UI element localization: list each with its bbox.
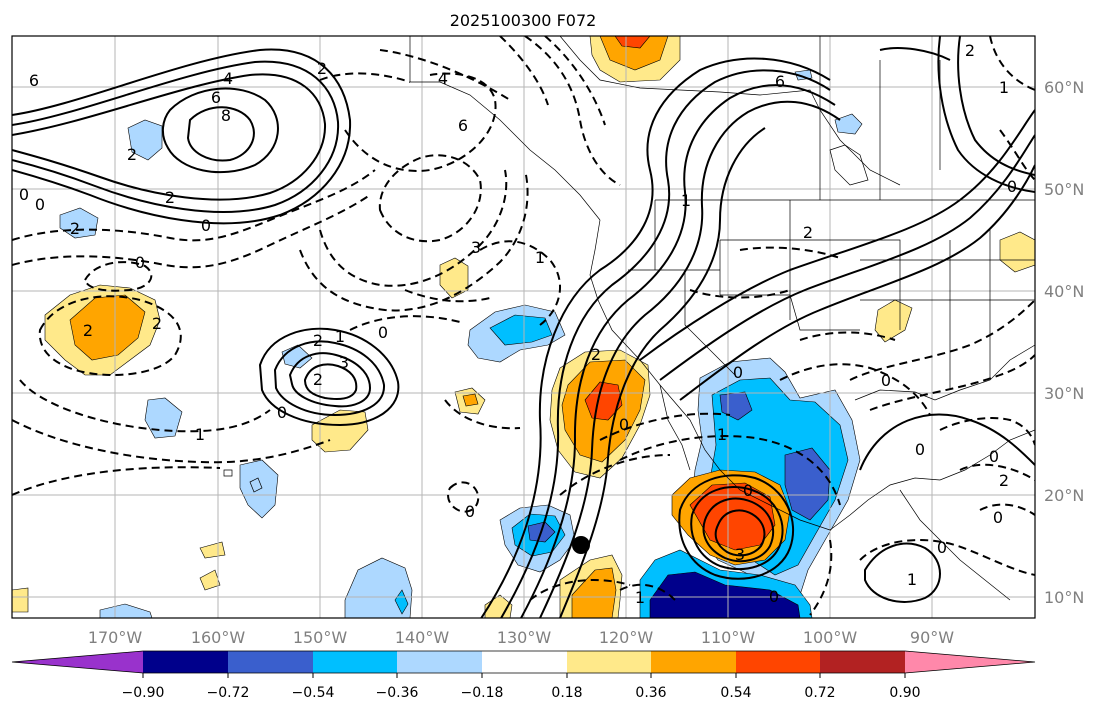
contour-label: 2 xyxy=(313,331,323,350)
storm-position-marker xyxy=(572,536,590,554)
contour-label: 1 xyxy=(195,425,205,444)
colorbar-seg xyxy=(567,651,651,673)
map-panel: 4 6 8 6 2 4 6 2 2 0 0 2 2 2 1 3 0 2 3 0 … xyxy=(12,36,1035,618)
contour-label: 6 xyxy=(458,116,468,135)
colorbar-tick-label: 0.18 xyxy=(551,685,582,701)
contour-labels: 4 6 8 6 2 4 6 2 2 0 0 2 2 2 1 3 0 2 3 0 … xyxy=(19,41,1017,607)
contour-label: 2 xyxy=(317,59,327,78)
lat-label: 10°N xyxy=(1044,588,1084,607)
colorbar-extend-high xyxy=(905,651,1035,673)
colorbar-tick-label: −0.72 xyxy=(207,685,250,701)
colorbar-tick-label: 0.36 xyxy=(635,685,666,701)
contours-positive xyxy=(12,36,1035,618)
contour-label: 3 xyxy=(735,545,745,564)
contour-label: 0 xyxy=(993,508,1003,527)
contour-label: 6 xyxy=(29,71,39,90)
colorbar-tick-label: −0.36 xyxy=(376,685,419,701)
contour-label: 2 xyxy=(70,219,80,238)
contour-label: 0 xyxy=(201,216,211,235)
contour-label: 1 xyxy=(999,78,1009,97)
contour-label: 0 xyxy=(378,323,388,342)
colorbar-tick-label: 0.90 xyxy=(889,685,920,701)
contour-label: 0 xyxy=(743,481,753,500)
colorbar-tick-label: 0.54 xyxy=(720,685,751,701)
contours-negative xyxy=(12,36,1035,616)
contour-label: 0 xyxy=(989,447,999,466)
lon-label: 160°W xyxy=(191,628,246,647)
colorbar-seg xyxy=(143,651,228,673)
colorbar-seg xyxy=(397,651,482,673)
contour-label: 1 xyxy=(717,425,727,444)
contour-label: 0 xyxy=(915,440,925,459)
contour-label: 6 xyxy=(211,88,221,107)
contour-label: 2 xyxy=(313,370,323,389)
contour-label: 1 xyxy=(907,570,917,589)
colorbar-seg xyxy=(820,651,905,673)
contour-label: 0 xyxy=(135,253,145,272)
contour-label: 2 xyxy=(152,314,162,333)
colorbar-tick-label: 0.72 xyxy=(804,685,835,701)
contour-label: 4 xyxy=(438,69,448,88)
contour-label: 2 xyxy=(999,471,1009,490)
contour-label: 0 xyxy=(619,415,629,434)
contour-label: 0 xyxy=(937,538,947,557)
contour-label: 2 xyxy=(591,345,601,364)
lon-label: 130°W xyxy=(497,628,552,647)
map-frame xyxy=(11,35,1036,619)
contour-label: 2 xyxy=(165,188,175,207)
colorbar-seg xyxy=(313,651,397,673)
contour-label: 0 xyxy=(1007,177,1017,196)
contour-label: 1 xyxy=(635,588,645,607)
contour-label: 0 xyxy=(277,403,287,422)
longitude-labels: 170°W 160°W 150°W 140°W 130°W 120°W 110°… xyxy=(88,628,954,647)
contour-label: 0 xyxy=(881,371,891,390)
lon-label: 90°W xyxy=(910,628,954,647)
contour-label: 1 xyxy=(681,191,691,210)
contour-label: 0 xyxy=(19,185,29,204)
contour-label: 0 xyxy=(733,363,743,382)
colorbar-seg xyxy=(482,651,567,673)
lon-label: 120°W xyxy=(599,628,654,647)
colorbar-extend-low xyxy=(12,651,143,673)
contour-label: 0 xyxy=(465,502,475,521)
colorbar-seg xyxy=(228,651,313,673)
colorbar-seg xyxy=(736,651,820,673)
contour-label: 2 xyxy=(127,145,137,164)
contour-label: 2 xyxy=(965,41,975,60)
lon-label: 150°W xyxy=(293,628,348,647)
contour-label: 2 xyxy=(83,321,93,340)
lon-label: 170°W xyxy=(88,628,143,647)
contour-label: 1 xyxy=(535,248,545,267)
colorbar-tick-label: −0.54 xyxy=(292,685,335,701)
contour-label: 3 xyxy=(339,353,349,372)
contour-label: 4 xyxy=(223,69,233,88)
map-title: 2025100300 F072 xyxy=(450,11,597,30)
colorbar-tick-label: −0.90 xyxy=(122,685,165,701)
contour-label: 6 xyxy=(775,72,785,91)
lon-label: 100°W xyxy=(803,628,858,647)
lat-label: 50°N xyxy=(1044,180,1084,199)
graticule xyxy=(12,36,1035,618)
lon-label: 140°W xyxy=(395,628,450,647)
lon-label: 110°W xyxy=(701,628,756,647)
shade-cool-nw xyxy=(127,119,163,161)
colorbar-seg xyxy=(651,651,736,673)
lat-label: 60°N xyxy=(1044,78,1084,97)
contour-label: 8 xyxy=(221,106,231,125)
lat-label: 40°N xyxy=(1044,282,1084,301)
colorbar-tick-label: −0.18 xyxy=(461,685,504,701)
contour-label: 2 xyxy=(803,223,813,242)
lat-label: 20°N xyxy=(1044,486,1084,505)
contour-label: 1 xyxy=(335,327,345,346)
lat-label: 30°N xyxy=(1044,384,1084,403)
shaded-anomaly-layer xyxy=(12,36,1035,618)
contour-label: 3 xyxy=(471,238,481,257)
latitude-labels: 60°N 50°N 40°N 30°N 20°N 10°N xyxy=(1044,78,1084,607)
contour-label: 0 xyxy=(769,587,779,606)
contour-label: 0 xyxy=(35,195,45,214)
colorbar: −0.90 −0.72 −0.54 −0.36 −0.18 0.18 0.36 … xyxy=(11,650,1036,701)
